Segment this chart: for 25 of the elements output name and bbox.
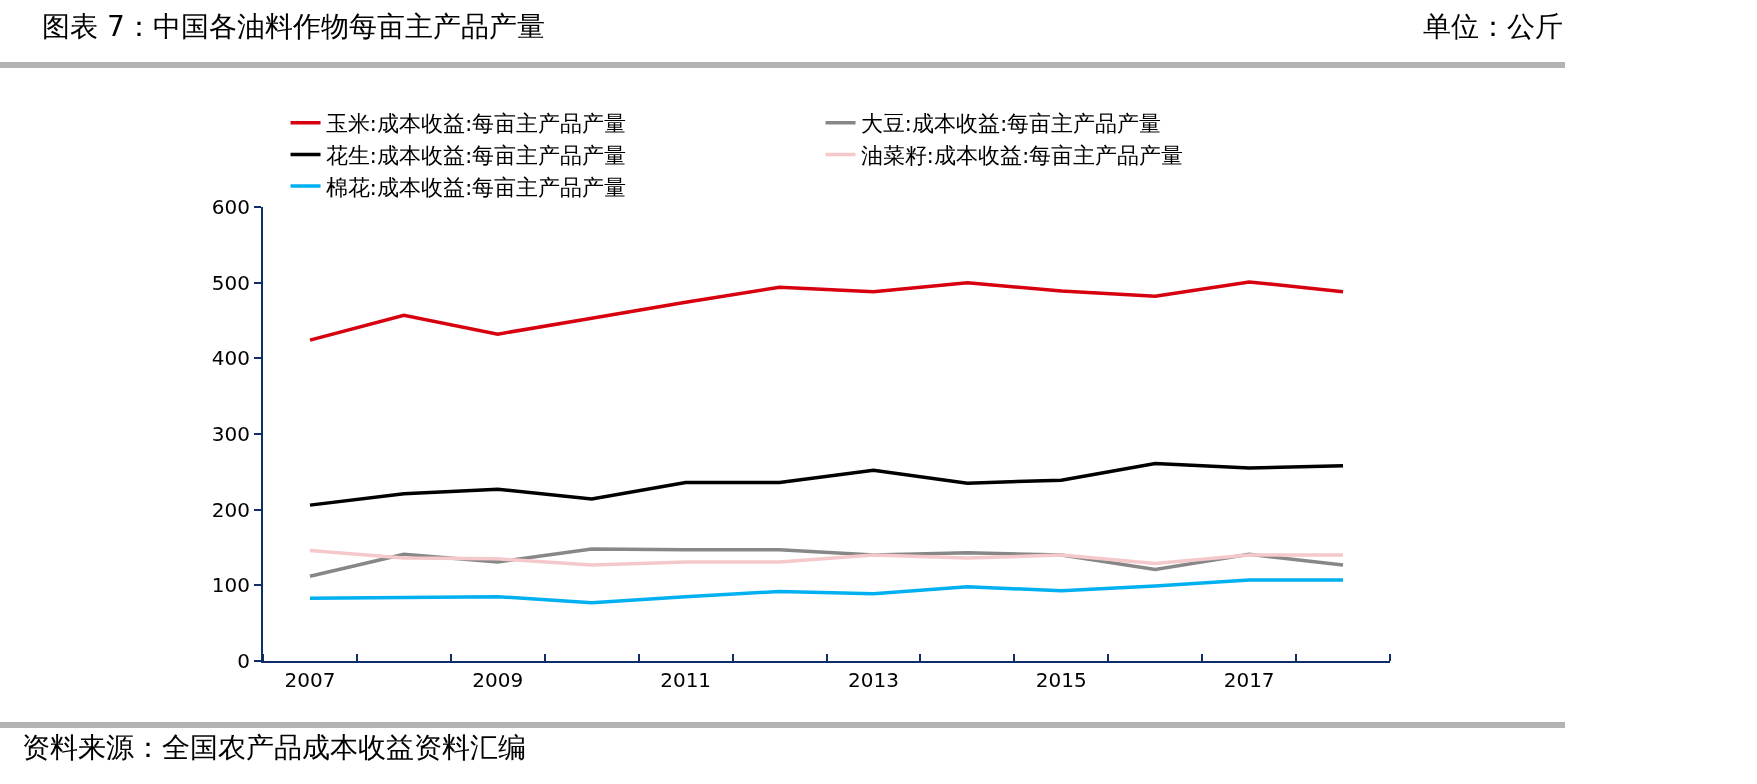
x-tick-label: 2015 [1035,668,1087,692]
x-tick-label: 2017 [1223,668,1275,692]
legend-label: 花生:成本收益:每亩主产品产量 [325,142,627,168]
line-series [308,578,1345,605]
legend-label: 玉米:成本收益:每亩主产品产量 [325,111,627,137]
legend-label: 棉花:成本收益:每亩主产品产量 [325,174,627,200]
text: 资料来源：全国农产品成本收益资料汇编 [22,731,526,764]
x-tick-label: 2011 [660,668,712,692]
y-tick-label: 400 [211,346,250,371]
y-tick-label: 200 [211,497,250,522]
y-tick-label: 600 [211,195,250,219]
line-series [308,548,1345,567]
text: 单位：公斤 [1423,10,1563,43]
line-series [308,280,1345,342]
x-tick-label: 2013 [848,668,899,692]
y-tick-label: 0 [237,649,250,673]
x-tick-label: 2009 [472,668,524,692]
x-tick-label: 2007 [284,668,336,692]
chart-title: 图表 7：中国各油料作物每亩主产品产量 [42,10,545,43]
y-tick-label: 500 [211,270,250,295]
y-tick-label: 100 [211,573,250,598]
legend-label: 大豆:成本收益:每亩主产品产量 [860,111,1162,137]
y-tick-label: 300 [211,422,250,446]
legend-label: 油菜籽:成本收益:每亩主产品产量 [860,142,1184,168]
line-series [308,461,1345,507]
